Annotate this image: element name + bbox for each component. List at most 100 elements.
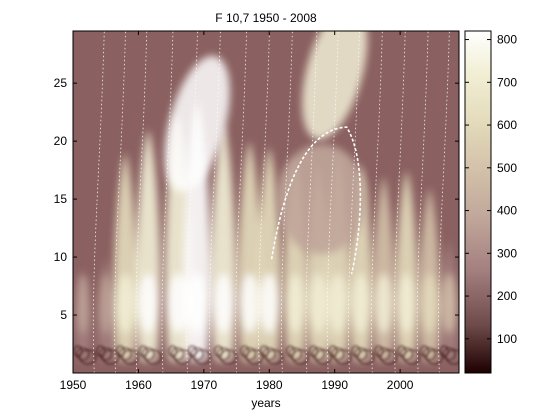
contour-loop [141, 347, 155, 361]
colorbar-tick-label: 200 [497, 289, 517, 303]
heat-band-core [442, 273, 457, 334]
colorbar-tick-label: 800 [497, 33, 517, 47]
colorbar-tick-label: 600 [497, 118, 517, 132]
heatmap-field [74, 31, 459, 362]
contour-loop [121, 349, 139, 365]
contour-loop [442, 347, 456, 361]
y-axis: 5 10 15 20 25 [54, 76, 459, 322]
contour-loop [102, 349, 120, 365]
contour-loop [445, 349, 459, 365]
y-tick-label: 15 [54, 192, 68, 206]
heat-band-core [99, 273, 113, 334]
contour-streak [438, 31, 450, 373]
heat-band-core [213, 273, 234, 334]
contour-loop [357, 349, 375, 365]
contour-loop [214, 345, 223, 357]
y-tick-label: 25 [54, 76, 68, 90]
plot-area [73, 31, 459, 373]
contour-loop [220, 349, 237, 365]
contour-loop [174, 349, 192, 365]
contour-loop [331, 347, 345, 361]
x-tick-label: 1980 [256, 378, 283, 392]
chart-title: F 10,7 1950 - 2008 [215, 11, 317, 25]
contour-loop [96, 345, 106, 357]
contour-loop [144, 349, 162, 365]
contour-streak [281, 31, 293, 373]
x-tick-label: 1990 [321, 378, 348, 392]
contour-streak [393, 31, 406, 373]
contour-loop [380, 349, 398, 365]
contour-streak [135, 31, 148, 373]
heat-ridge [164, 55, 230, 192]
contour-loop [73, 345, 83, 357]
contour-loop [400, 347, 414, 361]
contour-loop [311, 347, 325, 361]
contour-loop [377, 347, 391, 361]
heatmap-bands [74, 100, 459, 362]
heat-band-core [240, 273, 259, 334]
contour-loop [168, 345, 178, 357]
y-tick-label: 10 [54, 250, 68, 264]
heat-band-core [421, 273, 438, 334]
contour-loop [118, 347, 132, 361]
contour-streak [348, 31, 360, 373]
colorbar-tick-label: 300 [497, 246, 517, 260]
contour-loop [262, 347, 276, 361]
x-tick-label: 1970 [190, 378, 217, 392]
contour-streak [305, 31, 318, 373]
contour-loop [171, 347, 185, 361]
contour-loop [240, 345, 250, 357]
heat-band-core [186, 273, 208, 334]
contour-loop [292, 349, 309, 365]
heat-ridge [302, 31, 368, 140]
contour-loop [420, 345, 429, 357]
colorbar: 100 200 300 400 500 600 700 800 [464, 30, 517, 374]
plot-frame [72, 30, 460, 374]
colorbar-ticks: 100 200 300 400 500 600 700 800 [465, 33, 517, 346]
contour-loop [328, 345, 338, 357]
heat-band-core [167, 273, 188, 334]
colorbar-tick-label: 500 [497, 161, 517, 175]
contour-loop [243, 347, 257, 361]
contour-trough-edge [270, 126, 362, 275]
contour-streak [326, 31, 339, 373]
contour-loop [286, 345, 295, 357]
heat-band-core [76, 273, 90, 334]
contour-streak [92, 31, 105, 373]
contour-loop [246, 349, 264, 365]
contour-streak [370, 31, 383, 373]
contour-lines [73, 31, 459, 373]
x-axis: 1950 1960 1970 1980 1990 2000 [60, 31, 414, 392]
contour-loop [334, 349, 352, 365]
contour-loop [217, 347, 230, 361]
heat-band-core [328, 273, 348, 334]
contour-streak [114, 31, 126, 373]
contour-streak [161, 31, 174, 373]
contour-loop [351, 345, 361, 357]
colorbar-tick-label: 100 [497, 332, 517, 346]
contour-group [73, 345, 459, 365]
contour-loop [138, 345, 148, 357]
contour-loop [190, 347, 204, 361]
contour-loop [265, 349, 283, 365]
contour-loop [115, 345, 125, 357]
contour-loop [193, 349, 211, 365]
contour-loop [403, 349, 421, 365]
heat-band-core [116, 273, 135, 334]
contour-loop [79, 349, 97, 365]
contour-loop [423, 347, 436, 361]
contour-streak [209, 31, 221, 373]
contour-loop [99, 347, 113, 361]
x-tick-label: 1960 [125, 378, 152, 392]
x-tick-label: 2000 [387, 378, 414, 392]
colorbar-tick-label: 700 [497, 75, 517, 89]
contour-loop [354, 347, 368, 361]
y-tick-label: 20 [54, 134, 68, 148]
x-tick-label: 1950 [60, 378, 87, 392]
contour-loop [426, 349, 443, 365]
heat-band-core [352, 273, 370, 334]
contour-streak [186, 31, 198, 373]
heat-band-core [309, 273, 328, 334]
heat-band-core [375, 273, 393, 334]
